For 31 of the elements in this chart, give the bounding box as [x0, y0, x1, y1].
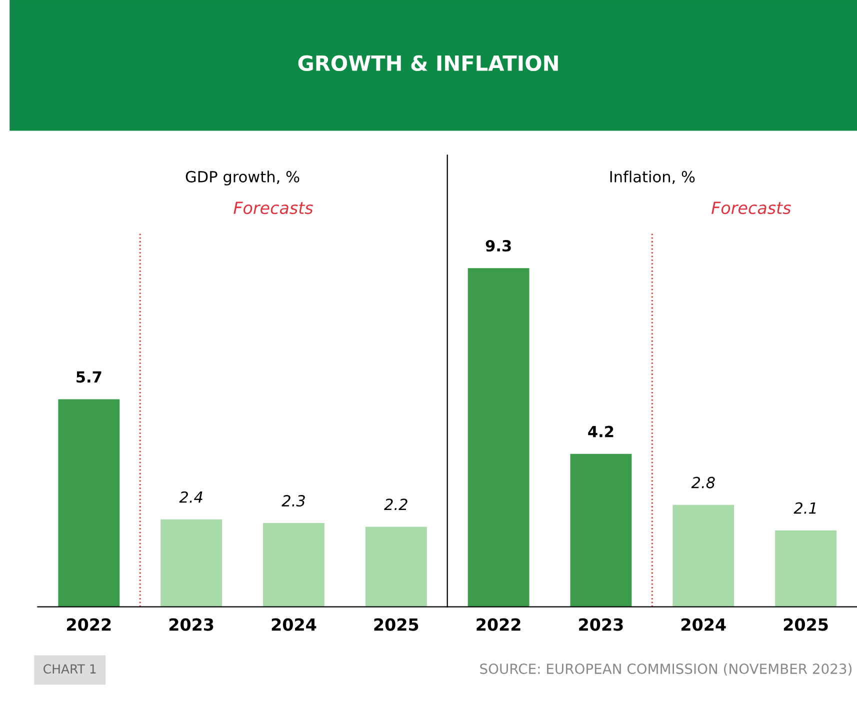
data-label: 2.1 — [794, 502, 816, 514]
ref-line-label: Forecasts — [712, 202, 791, 214]
bar — [160, 519, 222, 607]
data-label: 9.3 — [486, 240, 511, 252]
x-tick-label: 2025 — [784, 618, 828, 631]
data-label: 5.7 — [76, 371, 102, 383]
chart-subtitle: Inflation, % — [610, 170, 695, 184]
data-label: 4.2 — [588, 426, 614, 438]
x-tick-label: 2024 — [272, 618, 316, 631]
x-tick-label: 2023 — [169, 618, 214, 631]
bar — [468, 268, 530, 607]
caption: CHART 1 — [44, 664, 96, 674]
data-label: 2.2 — [384, 498, 408, 510]
bar — [58, 399, 120, 607]
bar — [263, 523, 324, 607]
x-tick-label: 2022 — [476, 618, 520, 631]
x-tick-label: 2025 — [374, 618, 418, 631]
data-label: 2.8 — [691, 476, 715, 488]
bar — [672, 504, 734, 607]
x-tick-label: 2023 — [579, 618, 623, 631]
chart-subtitle: GDP growth, % — [186, 170, 300, 186]
data-label: 2.4 — [179, 491, 202, 503]
source-note: SOURCE: EUROPEAN COMMISSION (NOVEMBER 2023) — [480, 663, 852, 676]
ref-line-label: Forecasts — [234, 202, 313, 214]
chart-title: GROWTH & INFLATION — [298, 55, 558, 72]
bar — [775, 530, 837, 607]
bar — [365, 526, 427, 607]
x-tick-label: 2022 — [67, 618, 111, 631]
x-tick-label: 2024 — [682, 618, 726, 631]
data-label: 2.3 — [282, 494, 305, 507]
bar — [570, 454, 632, 607]
